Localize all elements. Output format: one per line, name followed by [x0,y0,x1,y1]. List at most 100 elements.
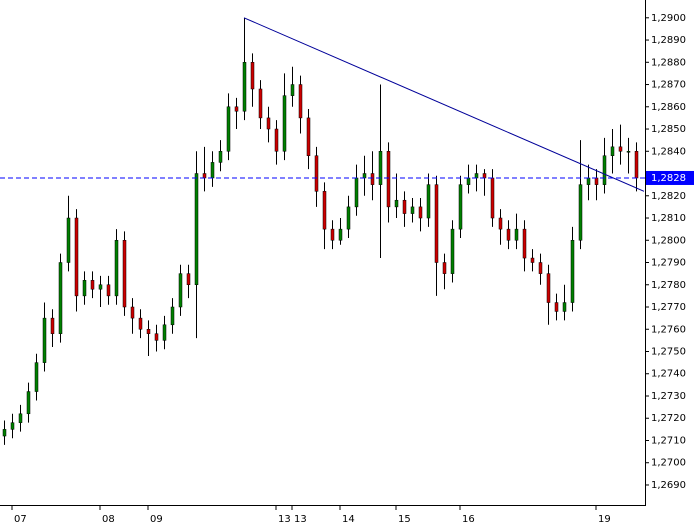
y-tick-label: 1,2760 [651,324,686,335]
candle-body [346,206,351,230]
candle-body [498,217,503,230]
y-tick-label: 1,2790 [651,258,686,269]
candle-body [266,117,271,130]
candle-body [178,273,183,308]
candle-body [554,302,559,312]
x-tick-label: 08 [102,514,115,525]
candle-body [434,184,439,263]
candle-body [186,273,191,286]
x-tick-label: 14 [342,514,355,525]
y-tick-label: 1,2890 [651,35,686,46]
x-tick-label: 16 [462,514,475,525]
candle-body [226,106,231,152]
candle-body [538,262,543,274]
y-tick-label: 1,2750 [651,346,686,357]
candle-body [18,413,23,423]
candle-body [546,273,551,303]
candle-body [330,228,335,241]
candle-body [618,146,623,152]
candle-body [506,228,511,241]
x-tick-label: 13 [278,514,291,525]
candle-body [74,217,79,297]
candle-body [58,262,63,334]
candle-body [570,240,575,303]
candle-body [578,184,583,241]
y-tick-label: 1,2810 [651,213,686,224]
candle-body [594,177,599,185]
candle-body [610,146,615,156]
candle-body [130,306,135,319]
candle-body [522,228,527,259]
y-tick-label: 1,2800 [651,235,686,246]
candle-body [210,162,215,179]
candle-body [42,317,47,363]
candle-body [146,329,151,334]
candle-body [474,173,479,179]
candle-body [26,391,31,415]
candle-body [258,88,263,119]
price-label-box [646,170,694,185]
y-tick-label: 1,2710 [651,435,686,446]
y-tick-label: 1,2690 [651,480,686,491]
candle-body [154,333,159,341]
candle-body [10,422,15,430]
candle-body [194,173,199,286]
x-tick-label: 09 [150,514,163,525]
x-tick-label: 07 [14,514,27,525]
price-label: 1,2828 [651,173,686,184]
candle-body [418,206,423,219]
candle-body [34,362,39,392]
candle-body [562,302,567,312]
candle-body [306,117,311,156]
candle-body [114,240,119,297]
y-tick-label: 1,2730 [651,391,686,402]
candle-body [82,280,87,297]
candle-body [370,173,375,185]
candle-body [442,262,447,274]
candle-body [138,317,143,330]
candle-body [458,184,463,230]
candle-body [170,306,175,326]
candle-body [362,173,367,179]
candle-body [66,217,71,263]
y-tick-label: 1,2870 [651,80,686,91]
candle-body [250,62,255,90]
candle-body [530,257,535,263]
candle-body [426,184,431,219]
candle-body [634,151,639,179]
candle-body [274,128,279,152]
y-tick-label: 1,2880 [651,57,686,68]
candle-body [394,199,399,208]
candle-body [162,324,167,341]
y-tick-label: 1,2900 [651,13,686,24]
candle-body [402,199,407,214]
y-tick-label: 1,2840 [651,146,686,157]
candle-body [314,155,319,192]
candle-body [98,284,103,290]
candle-body [482,173,487,179]
candle-body [298,84,303,119]
y-tick-label: 1,2820 [651,191,686,202]
trendline [243,17,645,192]
candle-body [122,240,127,308]
y-tick-label: 1,2770 [651,302,686,313]
candle-body [50,317,55,334]
candle-body [466,177,471,185]
candle-body [586,177,591,185]
candle-body [322,191,327,230]
x-tick-label: 15 [398,514,411,525]
candle-body [354,177,359,208]
candle-body [106,284,111,297]
y-tick-label: 1,2740 [651,369,686,380]
candle-body [410,206,415,214]
candle-body [218,151,223,163]
candle-body [202,173,207,179]
candle-body [338,228,343,241]
candle-body [90,280,95,290]
x-tick-label: 19 [598,514,611,525]
candle-body [282,95,287,152]
y-tick-label: 1,2850 [651,124,686,135]
y-tick-label: 1,2720 [651,413,686,424]
candle-body [2,429,7,437]
